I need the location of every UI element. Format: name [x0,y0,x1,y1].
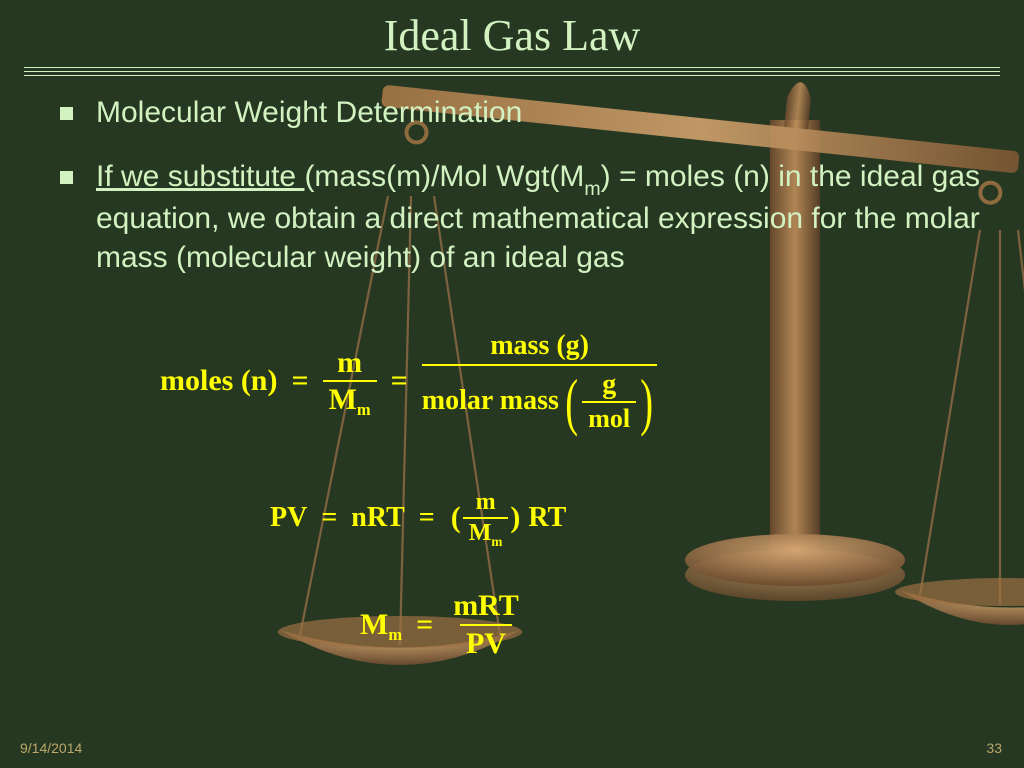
f1-frac1-den: Mm [323,380,377,416]
bullet-2-mid1: (mass(m)/Mol Wgt(M [304,160,584,193]
f1-rhs-num: mass (g) [472,330,607,364]
f3-den: PV [460,624,512,660]
footer-page-number: 33 [986,740,1002,756]
f1-eq2: = [391,364,408,398]
f1-rhs: mass (g) molar mass ( g mol ) [422,330,658,433]
f1-frac1-den-base: M [329,383,357,416]
f1-frac1: m Mm [323,347,377,416]
bullet-list: Molecular Weight Determination If we sub… [60,94,984,277]
bullet-2-mid2: ) = moles (n) [601,160,779,193]
footer-date: 9/14/2014 [20,740,82,756]
f2-rpar: ) [510,501,520,535]
bullet-2-underline: If we substitute [96,160,304,193]
formula-pv: PV = nRT = ( m Mm ) RT [270,490,566,546]
slide-content: Ideal Gas Law Molecular Weight Determina… [0,0,1024,768]
f2-frac: m Mm [463,490,509,546]
f1-rhs-den: molar mass ( g mol ) [422,364,658,433]
f1-eq1: = [291,364,308,398]
f3-lhs-base: M [360,608,388,641]
f2-lpar: ( [451,501,461,535]
f1-rhs-den-text: molar mass [422,385,559,417]
f2-frac-den: Mm [463,517,509,546]
f2-frac-num: m [470,490,502,517]
bullet-2-sub: m [584,178,600,200]
f1-unit-frac: g mol [582,370,636,433]
f2-pv: PV [270,502,307,534]
formula-moles: moles (n) = m Mm = mass (g) molar mass (… [160,330,657,433]
f2-nrt: nRT [351,502,404,534]
title-underline [24,67,1000,76]
f1-rparen: ) [640,376,653,427]
f2-eq1: = [321,502,337,534]
f3-frac: mRT PV [447,590,525,659]
f1-frac1-den-sub: m [357,400,371,419]
f3-num: mRT [447,590,525,624]
f2-frac-den-base: M [469,520,492,546]
f3-lhs-sub: m [388,625,402,644]
bullet-1: Molecular Weight Determination [60,94,984,132]
slide-title: Ideal Gas Law [0,0,1024,67]
f1-frac1-num: m [331,347,368,381]
bullet-1-text: Molecular Weight Determination [96,96,522,129]
f2-rt: RT [528,502,566,534]
f2-frac-den-sub: m [491,534,502,549]
f1-unit-paren: ( g mol ) [561,370,658,433]
f2-eq2: = [419,502,435,534]
f1-unit-den: mol [582,401,636,432]
f1-lhs: moles (n) [160,364,277,398]
f3-lhs: Mm [360,608,402,642]
f3-eq: = [416,608,433,642]
f1-unit-num: g [584,370,634,401]
f1-lparen: ( [565,376,578,427]
formula-mm: Mm = mRT PV [360,590,525,659]
bullet-2: If we substitute (mass(m)/Mol Wgt(Mm) = … [60,158,984,277]
